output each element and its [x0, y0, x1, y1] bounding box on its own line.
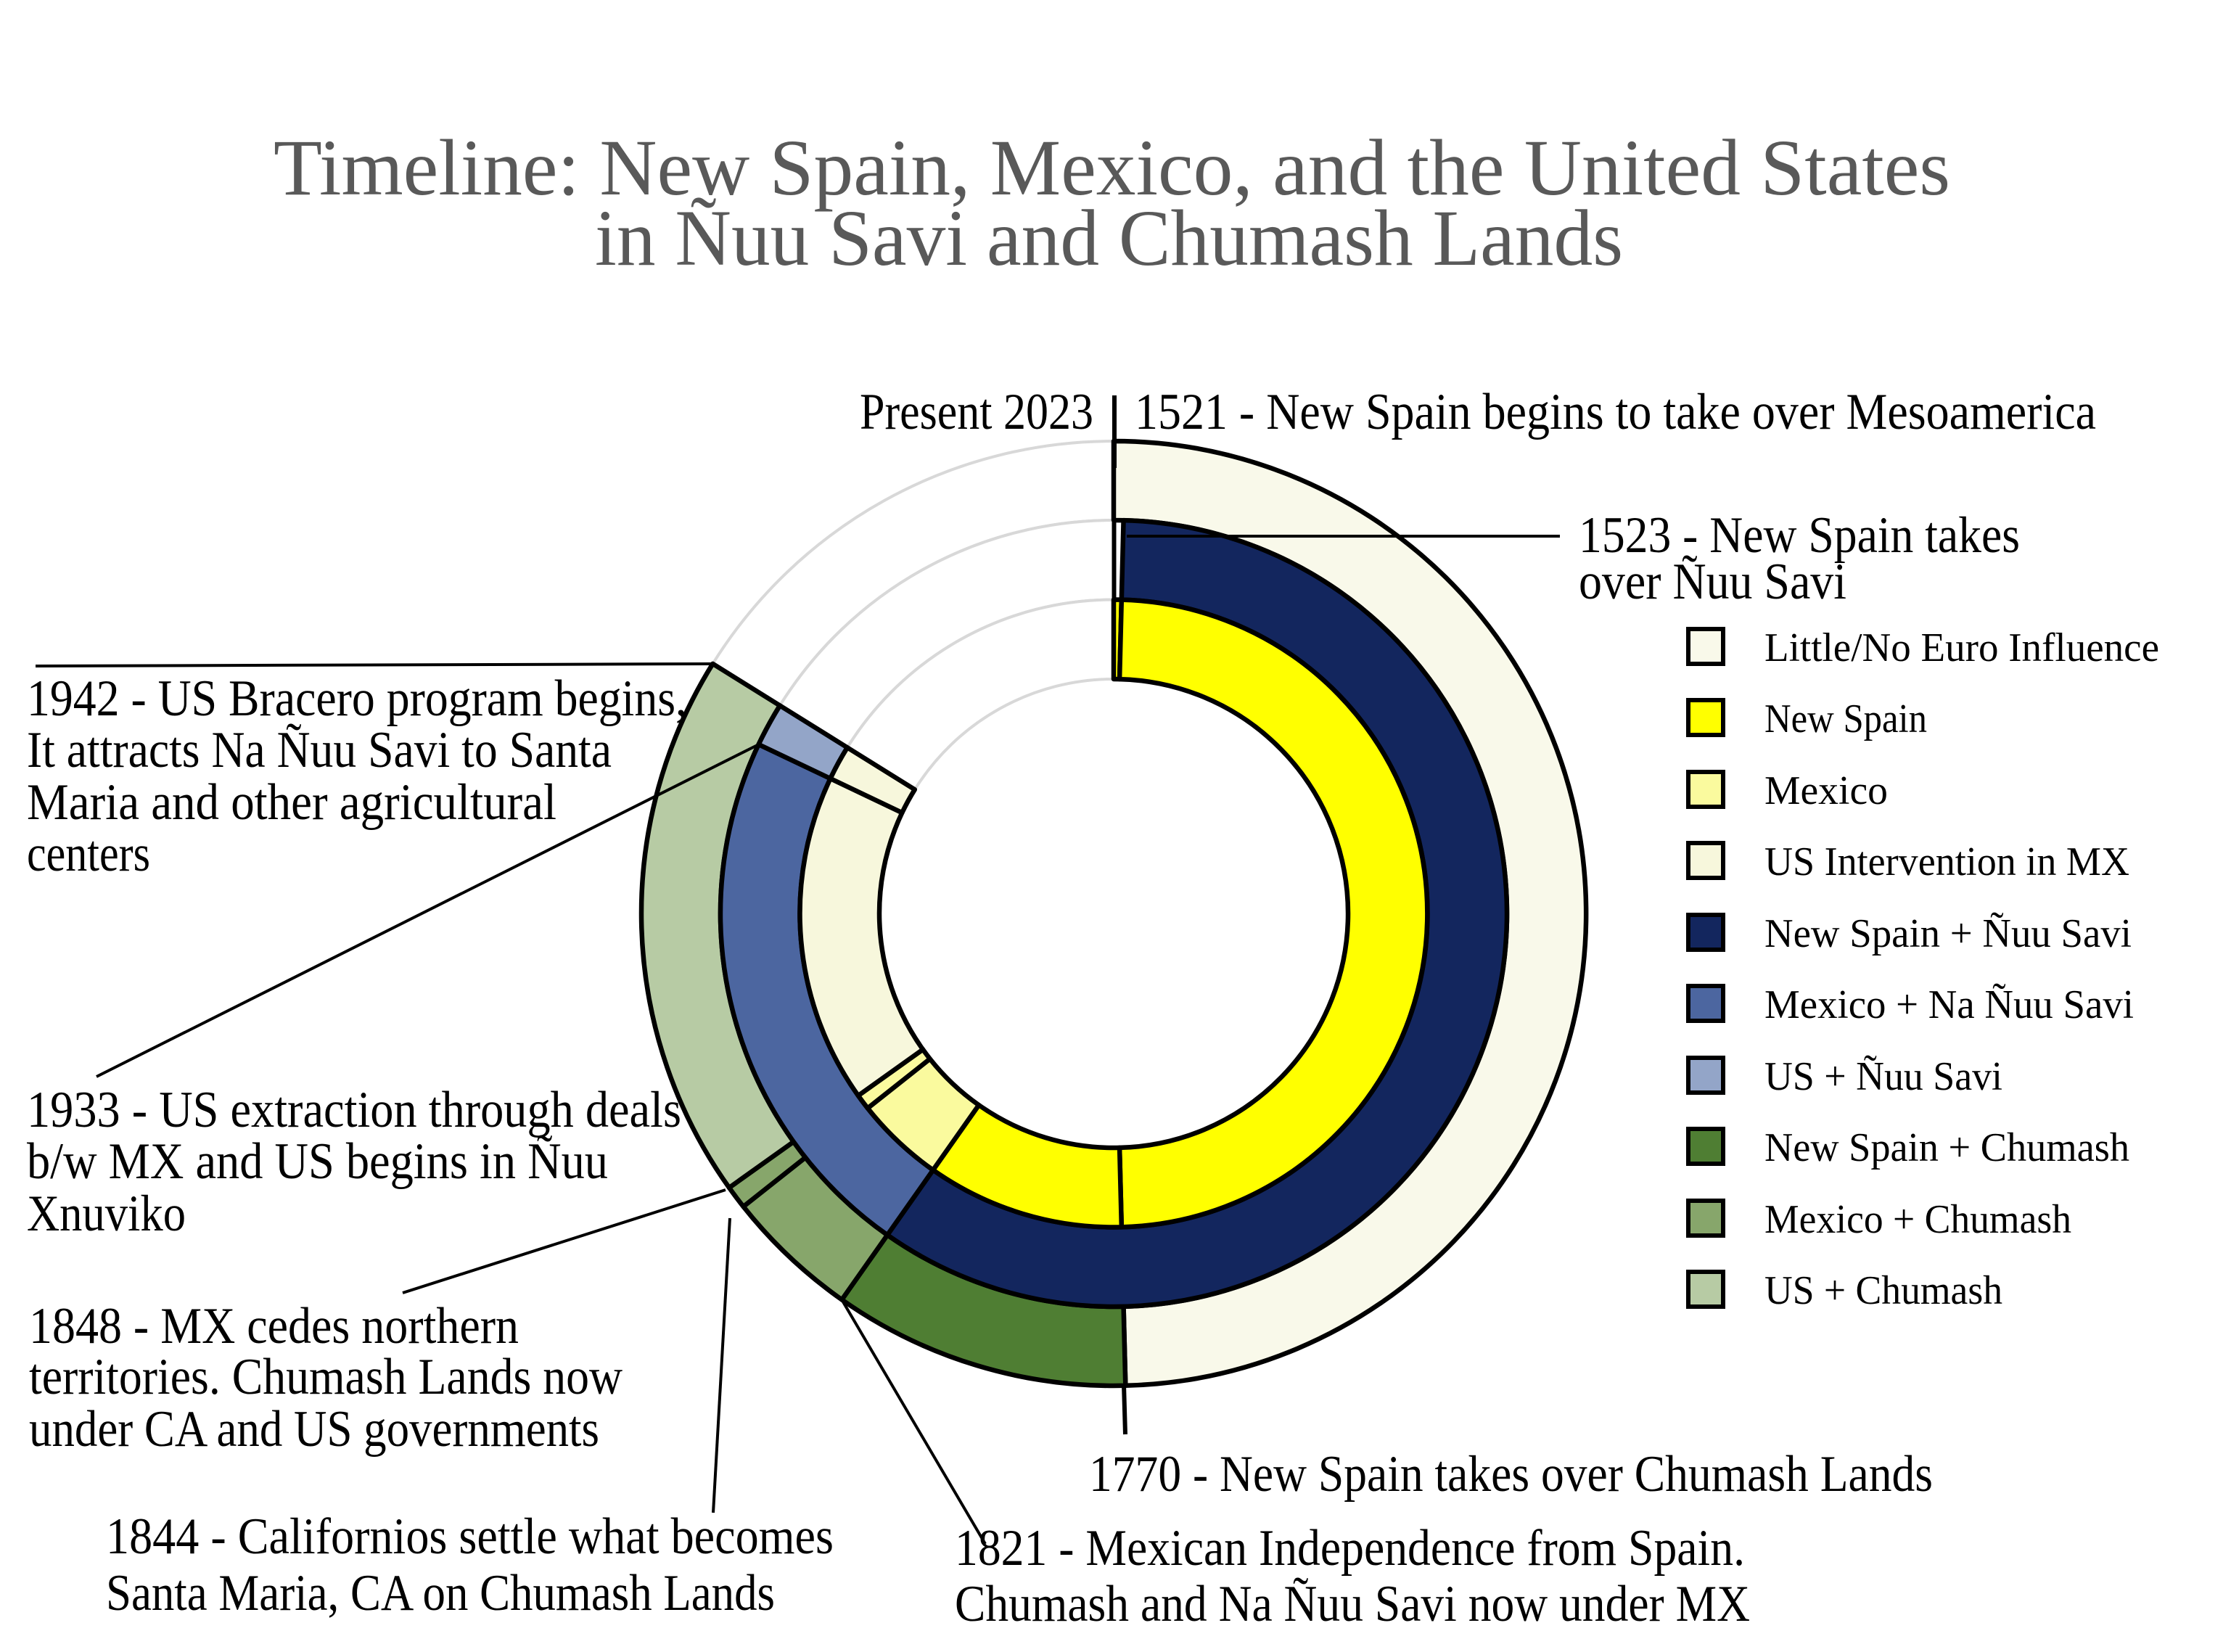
- svg-text:New Spain: New Spain: [1764, 696, 1927, 741]
- svg-text:centers: centers: [27, 826, 150, 882]
- svg-text:1844 - Californios settle what: 1844 - Californios settle what becomes: [106, 1508, 834, 1565]
- svg-text:Santa Maria, CA on Chumash Lan: Santa Maria, CA on Chumash Lands: [106, 1565, 775, 1622]
- svg-text:US + Chumash: US + Chumash: [1764, 1268, 2002, 1313]
- svg-text:New Spain + Ñuu Savi: New Spain + Ñuu Savi: [1764, 911, 2132, 956]
- svg-text:US + Ñuu Savi: US + Ñuu Savi: [1764, 1054, 2002, 1099]
- svg-text:over Ñuu Savi: over Ñuu Savi: [1579, 554, 1846, 610]
- svg-text:US Intervention in MX: US Intervention in MX: [1764, 839, 2129, 884]
- svg-text:Mexico + Na Ñuu Savi: Mexico + Na Ñuu Savi: [1764, 982, 2134, 1027]
- svg-text:Chumash and Na Ñuu Savi now un: Chumash and Na Ñuu Savi now under MX: [955, 1576, 1750, 1632]
- svg-text:New Spain + Chumash: New Spain + Chumash: [1764, 1125, 2129, 1170]
- svg-text:Xnuviko: Xnuviko: [27, 1185, 186, 1242]
- svg-text:1933 - US extraction through d: 1933 - US extraction through deals: [27, 1082, 681, 1138]
- svg-text:1521 - New Spain begins to tak: 1521 - New Spain begins to take over Mes…: [1135, 384, 2096, 440]
- svg-text:1821 - Mexican Independence fr: 1821 - Mexican Independence from Spain.: [955, 1520, 1745, 1577]
- svg-text:1523 - New Spain takes: 1523 - New Spain takes: [1579, 507, 2020, 564]
- svg-text:in Ñuu Savi and Chumash Lands: in Ñuu Savi and Chumash Lands: [595, 194, 1623, 282]
- svg-text:Maria and other agricultural: Maria and other agricultural: [27, 774, 556, 831]
- svg-text:b/w MX and US begins in Ñuu: b/w MX and US begins in Ñuu: [27, 1133, 608, 1190]
- svg-text:1942 - US Bracero program begi: 1942 - US Bracero program begins,: [27, 670, 687, 727]
- svg-text:Little/No Euro Influence: Little/No Euro Influence: [1764, 625, 2159, 670]
- svg-text:Mexico: Mexico: [1764, 768, 1888, 813]
- svg-text:1848 - MX cedes northern: 1848 - MX cedes northern: [29, 1298, 519, 1355]
- svg-text:Timeline: New Spain, Mexico, a: Timeline: New Spain, Mexico, and the Uni…: [274, 123, 1950, 212]
- svg-text:under CA and US governments: under CA and US governments: [29, 1401, 599, 1458]
- svg-text:Mexico + Chumash: Mexico + Chumash: [1764, 1197, 2071, 1242]
- svg-text:territories. Chumash Lands now: territories. Chumash Lands now: [29, 1349, 623, 1405]
- svg-text:1770 - New Spain takes over Ch: 1770 - New Spain takes over Chumash Land…: [1089, 1446, 1933, 1503]
- svg-text:It attracts Na Ñuu Savi to San: It attracts Na Ñuu Savi to Santa: [27, 722, 612, 778]
- svg-text:Present 2023: Present 2023: [860, 384, 1093, 440]
